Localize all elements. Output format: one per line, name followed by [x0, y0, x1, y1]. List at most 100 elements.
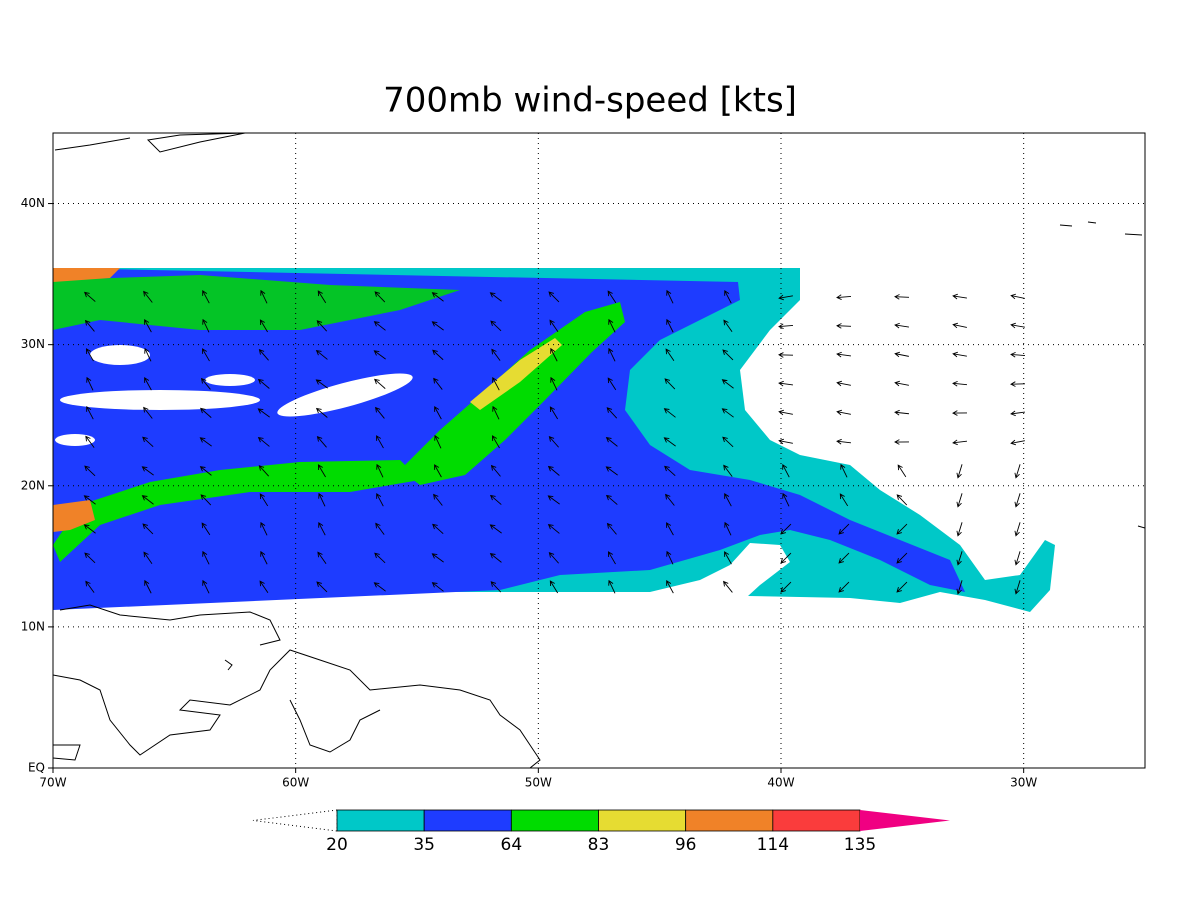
wind-arrow: [607, 377, 617, 391]
wind-arrow: [258, 465, 270, 477]
wind-arrow: [492, 405, 500, 420]
wind-arrow: [315, 379, 328, 389]
x-tick-label: 40W: [767, 776, 794, 790]
wind-arrow: [778, 323, 794, 330]
wind-arrow: [84, 465, 96, 477]
wind-arrow: [838, 523, 850, 535]
wind-arrow: [896, 494, 908, 506]
wind-arrow: [724, 493, 732, 507]
coastline: [289, 699, 381, 753]
wind-arrow: [489, 524, 502, 534]
wind-arrow: [956, 551, 963, 566]
wind-arrow: [86, 405, 94, 420]
wind-arrow: [373, 582, 386, 592]
wind-arrow: [200, 407, 212, 418]
wind-arrow: [85, 580, 95, 593]
wind-arrow: [143, 551, 153, 565]
wind-arrow: [778, 352, 794, 358]
wind-arrow: [1014, 464, 1021, 479]
wind-arrow: [374, 378, 386, 389]
wind-arrow: [492, 376, 500, 391]
wind-arrow: [952, 439, 968, 446]
wind-arrow: [1010, 351, 1026, 358]
wind-arrow: [144, 319, 152, 333]
wind-arrow: [317, 290, 327, 304]
wind-arrow: [665, 493, 675, 506]
wind-arrow: [202, 289, 210, 304]
wind-arrow: [956, 493, 963, 508]
wind-arrow: [896, 552, 908, 564]
wind-arrow: [952, 410, 968, 416]
coastline: [53, 744, 81, 761]
wind-arrow: [142, 436, 154, 448]
wind-arrow: [956, 522, 963, 537]
wind-arrow: [607, 290, 617, 304]
wind-arrow: [202, 348, 210, 362]
wind-arrow: [260, 521, 268, 536]
wind-arrow: [1010, 322, 1025, 329]
wind-arrow: [894, 322, 909, 329]
wind-arrow: [721, 408, 734, 418]
wind-arrow: [257, 378, 270, 389]
wind-arrow: [836, 409, 851, 416]
wind-arrow: [431, 582, 444, 592]
wind-arrow: [490, 320, 502, 332]
wind-arrow: [894, 439, 910, 445]
wind-arrow: [202, 318, 210, 333]
wind-arrow: [86, 348, 94, 362]
wind-arrow: [724, 521, 732, 536]
wind-arrow: [83, 524, 96, 534]
wind-arrow: [606, 522, 617, 535]
speed-96-114: [53, 268, 120, 282]
colorbar-segment: [336, 809, 425, 832]
wind-arrow: [202, 579, 210, 594]
wind-arrow: [952, 380, 968, 387]
wind-arrow: [840, 463, 848, 478]
wind-arrow: [1014, 493, 1021, 508]
wind-arrow: [373, 350, 386, 360]
coastline: [224, 659, 233, 671]
colorbar: 20 35 64 83 96 114 135: [252, 809, 950, 855]
wind-arrow: [547, 495, 560, 505]
wind-arrow: [375, 406, 385, 419]
wind-arrow: [1010, 410, 1025, 417]
colorbar-label: 114: [757, 835, 789, 855]
wind-arrow: [607, 551, 616, 565]
speed-64-83: [53, 275, 460, 330]
wind-arrow: [201, 522, 211, 536]
wind-arrow: [431, 321, 444, 331]
wind-arrow: [432, 523, 444, 535]
speed-below-20: [60, 390, 260, 410]
wind-arrow: [896, 523, 908, 535]
speed-64-83: [400, 302, 625, 485]
coastline: [59, 604, 281, 646]
wind-arrow: [374, 291, 386, 303]
colorbar-label: 64: [501, 835, 523, 855]
wind-arrow: [492, 435, 500, 449]
wind-arrow: [259, 493, 269, 507]
wind-arrow: [721, 379, 734, 389]
wind-arrow: [666, 580, 674, 594]
wind-arrow: [316, 435, 327, 448]
wind-arrow: [258, 348, 269, 361]
wind-arrow: [548, 291, 560, 303]
wind-arrow: [434, 434, 442, 449]
wind-arrow: [608, 318, 616, 333]
wind-arrow: [316, 581, 328, 593]
wind-arrow: [549, 406, 559, 420]
wind-arrow: [1014, 580, 1021, 595]
wind-arrow: [143, 406, 153, 419]
wind-arrow: [143, 290, 153, 303]
wind-arrow: [894, 380, 909, 387]
wind-arrow: [836, 294, 852, 300]
axes: 70W 60W 50W 40W 30W EQ 10N 20N 30N 40N: [21, 133, 1145, 790]
wind-arrow: [433, 377, 443, 390]
wind-arrow: [141, 466, 154, 476]
wind-arrow: [316, 320, 328, 332]
wind-arrow: [666, 522, 674, 536]
x-tick-label: 70W: [39, 776, 66, 790]
wind-arrow: [549, 580, 559, 594]
wind-vectors: [83, 289, 1026, 595]
colorbar-label: 83: [588, 835, 610, 855]
wind-arrow: [666, 318, 674, 333]
